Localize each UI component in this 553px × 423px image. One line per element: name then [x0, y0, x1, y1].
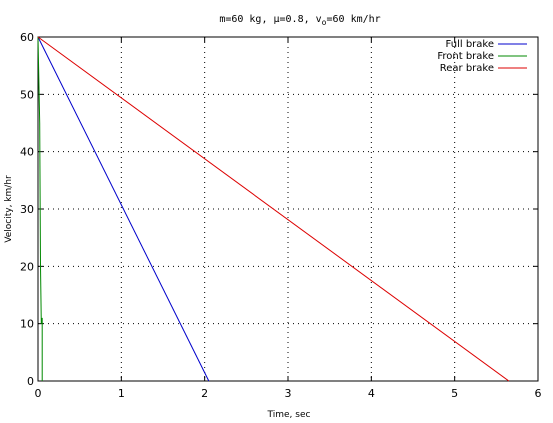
chart-title: m=60 kg, μ=0.8, vo=60 km/hr [219, 14, 380, 27]
y-axis-label: Velocity, km/hr [4, 175, 14, 243]
y-tick-label: 50 [20, 88, 34, 101]
y-tick-label: 40 [20, 146, 34, 159]
chart-title-tail: =60 km/hr [327, 14, 381, 25]
series-lines [37, 36, 510, 382]
x-tick-label: 4 [368, 387, 375, 400]
chart-title-subscript: o [322, 18, 327, 27]
x-tick-label: 2 [201, 387, 208, 400]
x-tick-label: 6 [535, 387, 542, 400]
y-tick-label: 60 [20, 31, 34, 44]
y-tick-label: 20 [20, 260, 34, 273]
grid-lines [38, 37, 538, 381]
y-tick-label: 30 [20, 203, 34, 216]
legend-label-full-brake: Full brake [446, 39, 494, 50]
y-tick-label: 10 [20, 318, 34, 331]
x-axis-label: Time, sec [267, 410, 311, 420]
series-line-full-brake [37, 36, 210, 382]
x-tick-label: 3 [285, 387, 292, 400]
y-tick-label: 0 [27, 375, 34, 388]
x-tick-label: 0 [35, 387, 42, 400]
series-line-front-brake [37, 36, 43, 381]
x-tick-label: 1 [118, 387, 125, 400]
series-line-rear-brake [37, 36, 510, 382]
chart-title-main: m=60 kg, μ=0.8, v [219, 14, 321, 25]
legend-label-rear-brake: Rear brake [440, 63, 494, 74]
legend-label-front-brake: Front brake [437, 51, 494, 62]
x-tick-label: 5 [451, 387, 458, 400]
